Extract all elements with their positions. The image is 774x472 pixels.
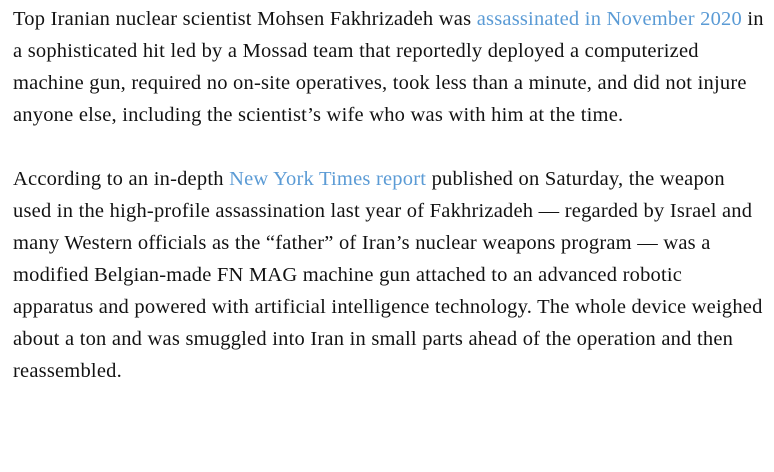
link-new-york-times-report[interactable]: New York Times report: [229, 168, 427, 190]
paragraph-2-lead-text: According to an in-depth: [13, 168, 230, 190]
paragraph-1-lead-text: Top Iranian nuclear scientist Mohsen Fak…: [13, 8, 477, 30]
article-paragraph-1: Top Iranian nuclear scientist Mohsen Fak…: [13, 0, 765, 131]
link-assassinated-november-2020[interactable]: assassinated in November 2020: [476, 8, 742, 30]
paragraph-1-tail-text: in a sophisticated hit led by a Mossad t…: [13, 8, 764, 126]
article-body: Top Iranian nuclear scientist Mohsen Fak…: [13, 0, 765, 387]
article-paragraph-2: According to an in-depth New York Times …: [13, 163, 765, 387]
paragraph-2-tail-text: published on Saturday, the weapon used i…: [13, 168, 763, 382]
